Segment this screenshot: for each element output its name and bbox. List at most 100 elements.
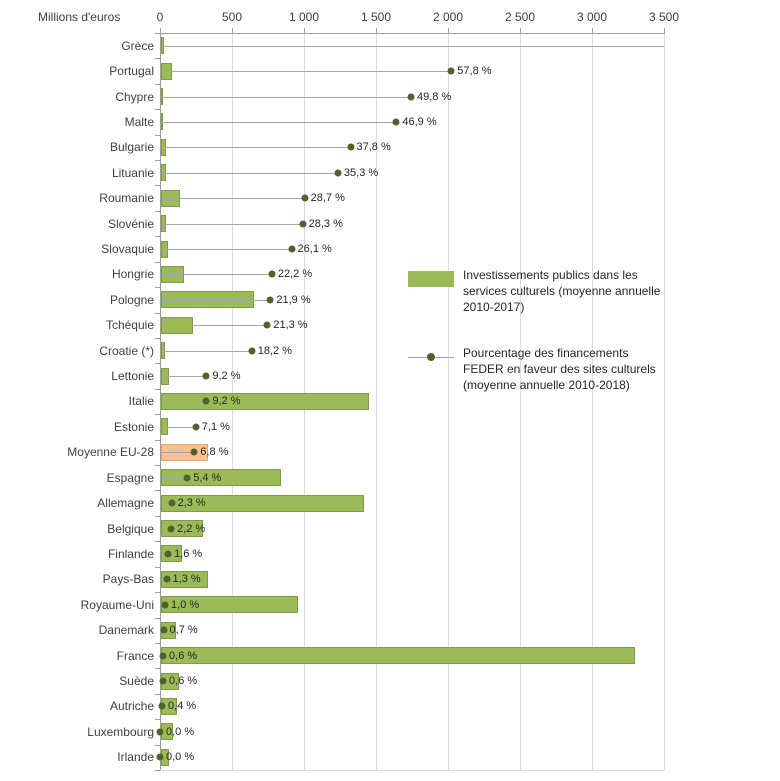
y-tick-mark bbox=[155, 465, 160, 467]
pct-connector-line bbox=[161, 71, 452, 73]
x-tick-label: 1 000 bbox=[288, 10, 320, 24]
y-axis-line bbox=[160, 33, 161, 770]
pct-marker-dot bbox=[392, 118, 400, 126]
pct-value-label: 5,4 % bbox=[193, 471, 222, 484]
y-tick-mark bbox=[155, 388, 160, 390]
pct-value-label: 9,2 % bbox=[212, 370, 241, 383]
pct-marker-dot bbox=[288, 245, 296, 253]
x-tick-label: 1 500 bbox=[360, 10, 392, 24]
category-row: France 0,6 % bbox=[0, 643, 780, 668]
plot-bottom-border bbox=[160, 770, 665, 771]
pct-marker-dot bbox=[202, 372, 210, 380]
category-row: Roumanie 28,7 % bbox=[0, 185, 780, 210]
category-label: Royaume-Uni bbox=[80, 597, 154, 612]
category-label: Slovaquie bbox=[101, 242, 154, 256]
gridline bbox=[520, 33, 521, 770]
y-tick-mark bbox=[155, 719, 160, 721]
pct-value-label: 49,8 % bbox=[416, 90, 452, 103]
category-label: Finlande bbox=[107, 546, 154, 561]
category-row: Bulgarie 37,8 % bbox=[0, 135, 780, 160]
pct-value-label: 46,9 % bbox=[402, 115, 437, 128]
pct-marker-dot bbox=[156, 753, 164, 761]
category-label: Estonie bbox=[113, 419, 154, 434]
pct-marker-dot bbox=[266, 296, 274, 304]
x-tick-label: 3 000 bbox=[576, 10, 608, 24]
pct-connector-line bbox=[161, 325, 268, 327]
pct-value-label: 0,4 % bbox=[168, 700, 197, 713]
category-row: Luxembourg 0,0 % bbox=[0, 719, 780, 744]
x-tick-mark bbox=[664, 28, 665, 33]
category-row: Finlande 1,6 % bbox=[0, 541, 780, 566]
y-tick-mark bbox=[155, 134, 160, 136]
category-label: Luxembourg bbox=[87, 724, 154, 739]
category-row: Belgique 2,2 % bbox=[0, 516, 780, 541]
gridline bbox=[376, 33, 377, 770]
x-tick-mark bbox=[232, 28, 233, 33]
pct-value-label: 1,0 % bbox=[171, 598, 200, 611]
category-row: Hongrie 22,2 % bbox=[0, 262, 780, 287]
y-tick-mark bbox=[155, 515, 160, 517]
category-row: Slovénie 28,3 % bbox=[0, 211, 780, 236]
pct-connector-line bbox=[161, 198, 305, 200]
pct-connector-line bbox=[161, 274, 272, 276]
category-row: Lettonie 9,2 % bbox=[0, 363, 780, 388]
legend-item-investment: Investissements publics dans les service… bbox=[408, 268, 676, 316]
pct-marker-dot bbox=[248, 347, 256, 355]
pct-marker-dot bbox=[161, 601, 169, 609]
y-tick-mark bbox=[155, 261, 160, 263]
category-row: Croatie (*) 18,2 % bbox=[0, 338, 780, 363]
category-label: Moyenne EU-28 bbox=[67, 445, 154, 460]
pct-value-label: 28,3 % bbox=[308, 217, 343, 230]
category-label: Suède bbox=[119, 674, 154, 689]
category-label: Espagne bbox=[106, 470, 154, 485]
category-row: Royaume-Uni 1,0 % bbox=[0, 592, 780, 617]
pct-value-label: 0,6 % bbox=[169, 675, 198, 688]
category-row: Estonie 7,1 % bbox=[0, 414, 780, 439]
y-tick-mark bbox=[155, 642, 160, 644]
pct-value-label: 6,8 % bbox=[200, 446, 229, 459]
gridline bbox=[664, 33, 665, 770]
pct-marker-dot bbox=[263, 321, 271, 329]
pct-connector-line bbox=[161, 172, 338, 174]
pct-value-label: 1,6 % bbox=[174, 547, 203, 560]
legend-item-label: Investissements publics dans les service… bbox=[463, 268, 661, 314]
category-label: Allemagne bbox=[97, 496, 154, 511]
pct-connector-line bbox=[161, 121, 397, 123]
category-label: Lituanie bbox=[111, 165, 154, 180]
x-axis-title: Millions d'euros bbox=[38, 10, 121, 24]
x-tick-label: 2 500 bbox=[504, 10, 536, 24]
legend-item-label: Pourcentage des financements FEDER en fa… bbox=[463, 345, 656, 392]
y-tick-mark bbox=[155, 236, 160, 238]
y-tick-mark bbox=[155, 439, 160, 441]
category-row: Moyenne EU-28 6,8 % bbox=[0, 440, 780, 465]
category-row: Pologne 21,9 % bbox=[0, 287, 780, 312]
pct-marker-dot bbox=[192, 423, 200, 431]
investment-bar bbox=[161, 647, 636, 665]
pct-marker-dot bbox=[447, 67, 455, 75]
legend-bar-swatch bbox=[408, 271, 454, 287]
y-tick-mark bbox=[155, 414, 160, 416]
pct-marker-dot bbox=[167, 525, 175, 533]
category-label: Danemark bbox=[98, 623, 154, 638]
pct-connector-line bbox=[161, 299, 271, 301]
pct-value-label: 2,2 % bbox=[177, 522, 206, 535]
pct-marker-dot bbox=[268, 270, 276, 278]
pct-connector-line bbox=[161, 452, 195, 454]
pct-value-label: 1,3 % bbox=[172, 573, 201, 586]
pct-marker-dot bbox=[407, 93, 415, 101]
pct-marker-dot bbox=[168, 499, 176, 507]
pct-connector-line bbox=[161, 401, 207, 403]
x-tick-mark bbox=[592, 28, 593, 33]
category-row: Allemagne 2,3 % bbox=[0, 490, 780, 515]
category-label: Roumanie bbox=[99, 191, 154, 206]
category-label: Pologne bbox=[109, 292, 154, 307]
category-label: Hongrie bbox=[111, 267, 154, 282]
category-row: Chypre 49,8 % bbox=[0, 84, 780, 109]
x-tick-mark bbox=[448, 28, 449, 33]
pct-connector-line bbox=[161, 477, 188, 479]
category-row: Portugal 57,8 % bbox=[0, 58, 780, 83]
y-tick-mark bbox=[155, 160, 160, 162]
category-row: Irlande 0,0 % bbox=[0, 745, 780, 770]
category-label: Grèce bbox=[121, 38, 154, 53]
